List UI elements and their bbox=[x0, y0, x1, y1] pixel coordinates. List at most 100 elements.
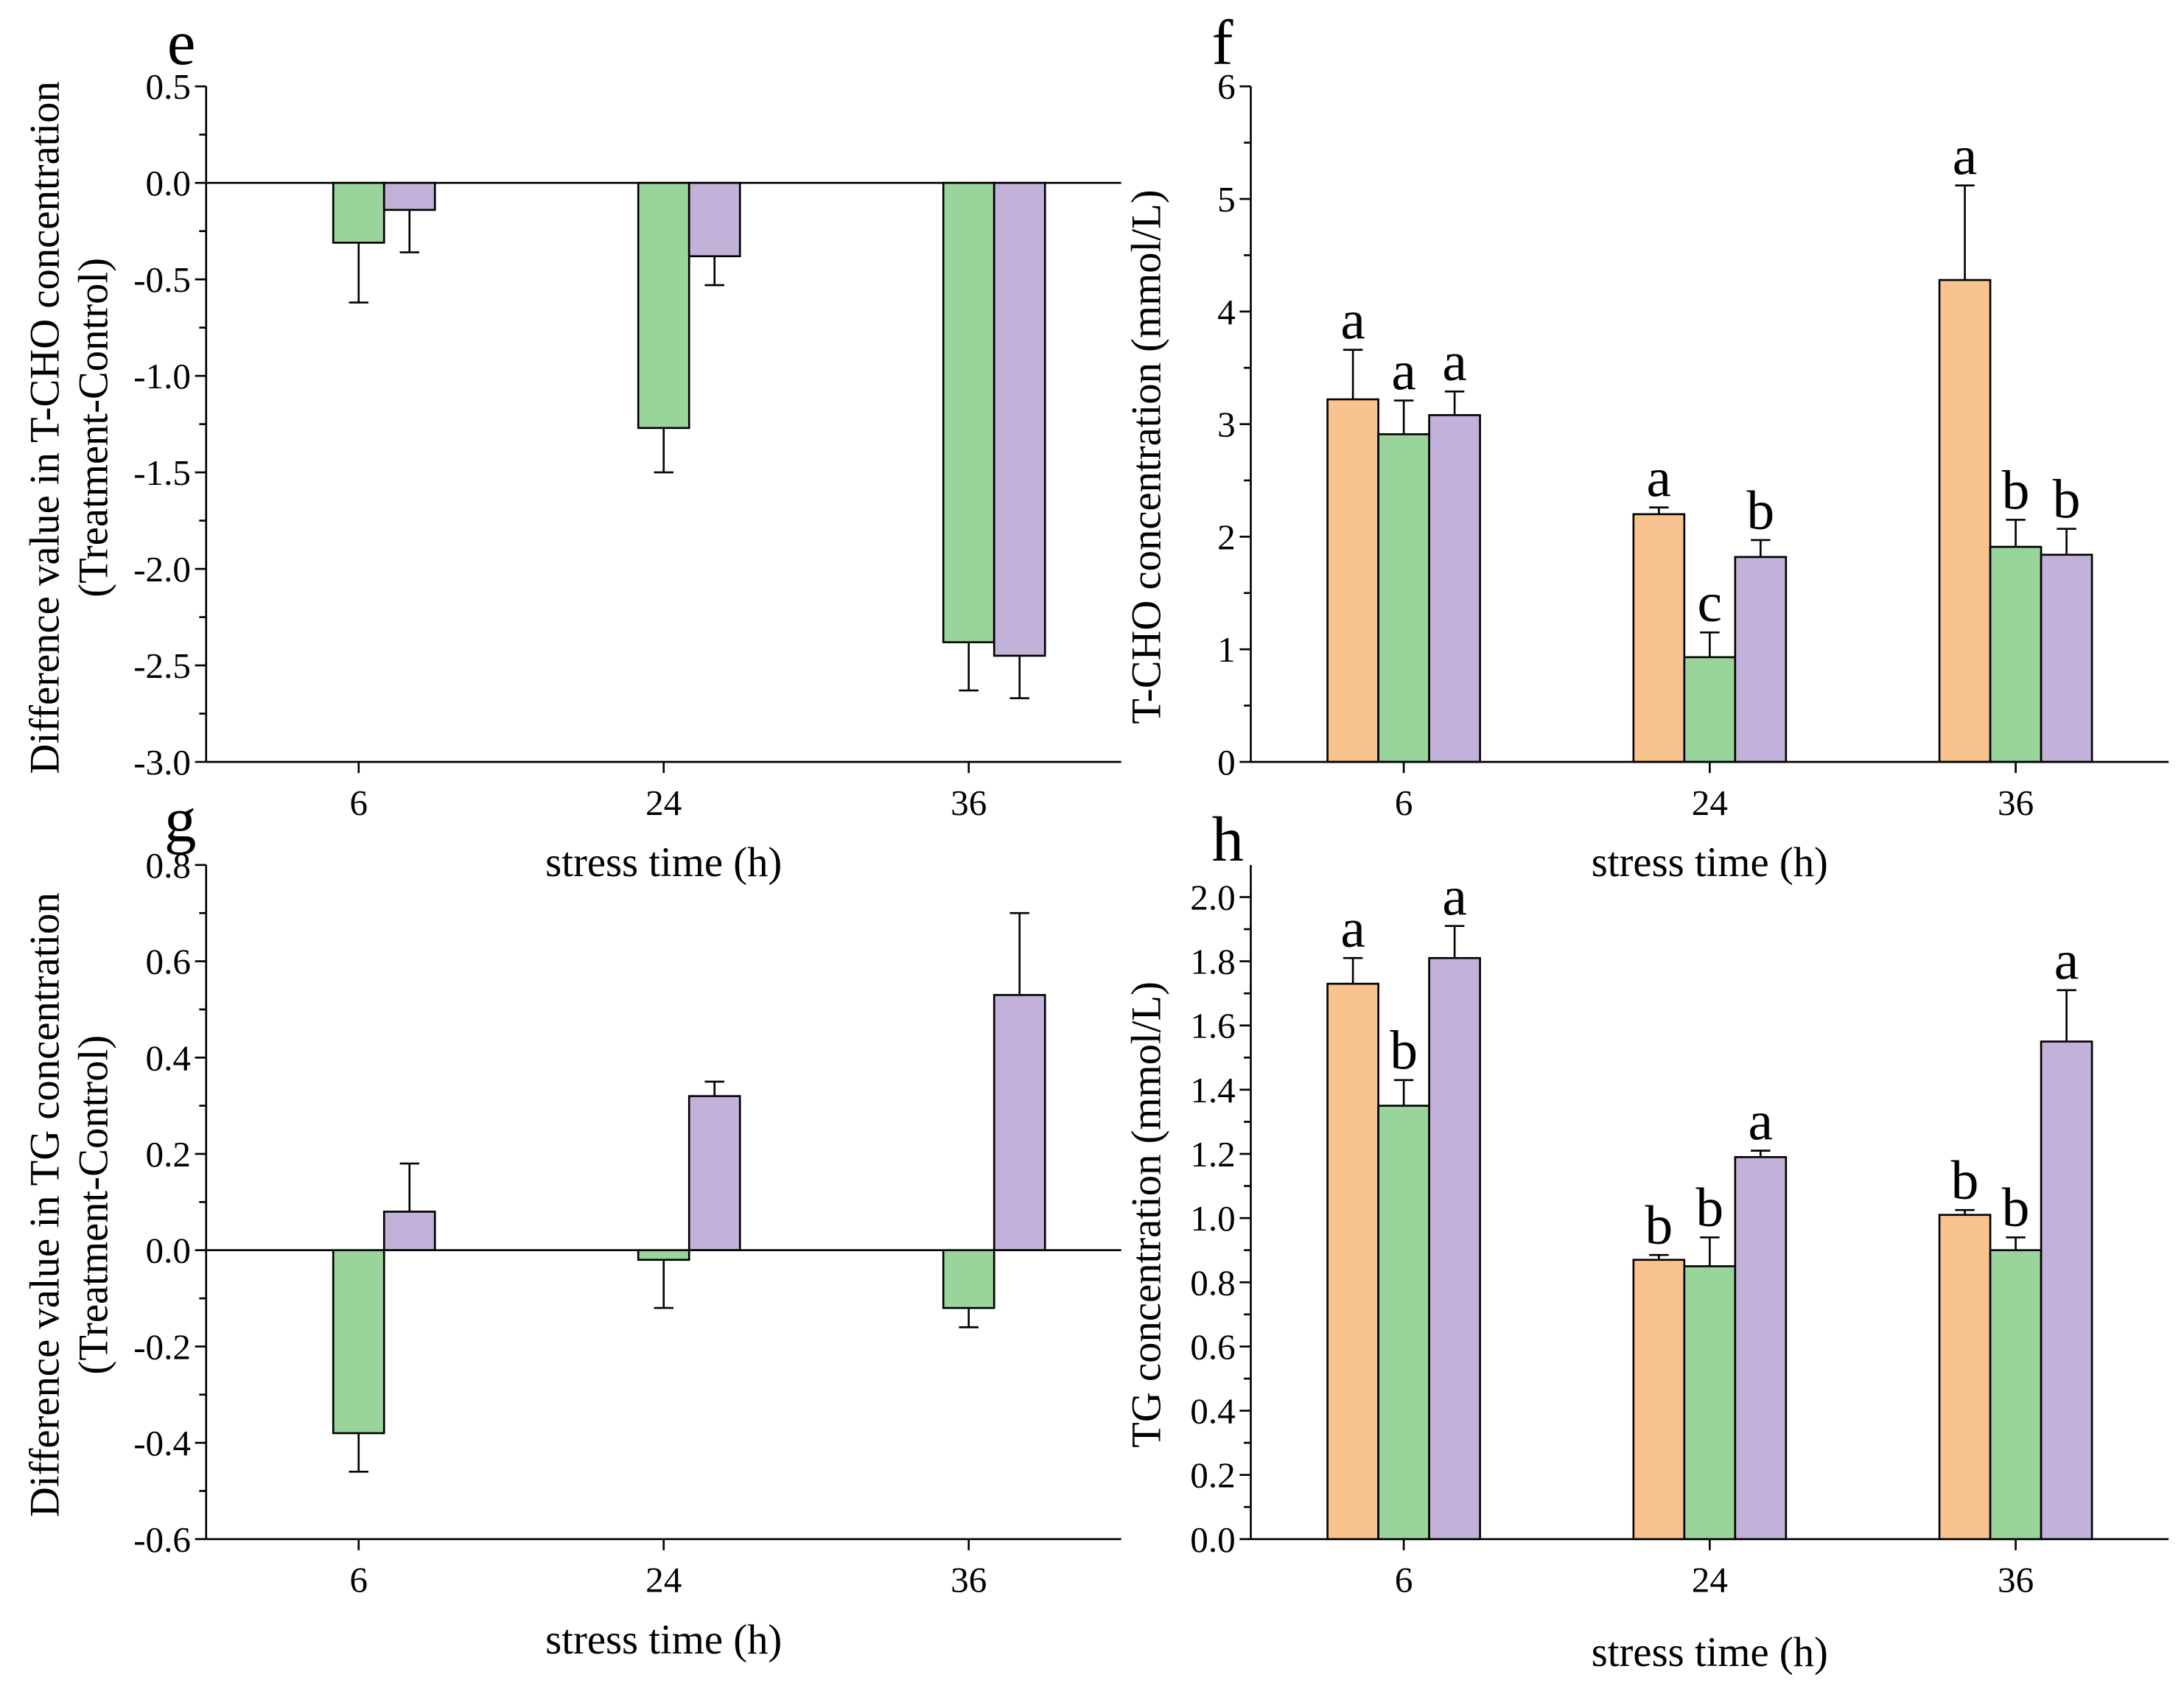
y-tick-label: 0.2 bbox=[146, 1134, 191, 1175]
y-tick-label: 0.4 bbox=[146, 1037, 191, 1078]
bar-e-36h-series1 bbox=[942, 181, 995, 643]
x-tick-label: 6 bbox=[1395, 1560, 1413, 1600]
y-tick-label: 0.8 bbox=[1190, 1262, 1235, 1303]
bar-h-6h-series2 bbox=[1377, 1105, 1430, 1541]
y-tick-label: 0.0 bbox=[1190, 1519, 1235, 1560]
y-tick-label: 1.8 bbox=[1190, 942, 1235, 982]
y-tick-label: 1 bbox=[1217, 629, 1236, 670]
y-axis-title: (Treatment-Control) bbox=[71, 258, 117, 598]
y-tick-label: 6 bbox=[1217, 66, 1236, 107]
y-tick-label: 0.0 bbox=[146, 1231, 191, 1271]
x-axis-title: stress time (h) bbox=[1592, 1629, 1828, 1676]
y-tick-label: 5 bbox=[1217, 179, 1236, 220]
bar-h-36h-series2 bbox=[1989, 1249, 2043, 1541]
significance-letter: b bbox=[2002, 460, 2030, 521]
x-tick-label: 6 bbox=[349, 783, 368, 823]
y-axis-title: Difference value in TG concentration bbox=[21, 892, 68, 1517]
y-tick-label: -1.5 bbox=[133, 452, 191, 493]
y-tick-label: -1.0 bbox=[133, 356, 191, 396]
y-tick-label: 0.8 bbox=[146, 845, 191, 886]
y-tick-label: 3 bbox=[1217, 405, 1236, 445]
x-tick-label: 6 bbox=[1395, 783, 1413, 823]
y-tick-label: 0.0 bbox=[146, 163, 191, 203]
bar-g-36h-series1 bbox=[942, 1249, 995, 1309]
panel-label: g bbox=[164, 785, 196, 855]
significance-letter: a bbox=[1442, 332, 1467, 393]
bar-e-24h-series2 bbox=[687, 181, 741, 258]
x-tick-label: 24 bbox=[645, 783, 682, 823]
bar-h-36h-series1 bbox=[1938, 1214, 1992, 1541]
x-tick-label: 24 bbox=[645, 1560, 682, 1600]
bar-f-36h-series1 bbox=[1938, 279, 1992, 763]
x-axis-title: stress time (h) bbox=[1592, 839, 1828, 886]
panel-label: e bbox=[167, 7, 196, 78]
significance-letter: b bbox=[1695, 1177, 1723, 1239]
bar-f-6h-series1 bbox=[1326, 398, 1379, 763]
y-tick-label: -0.2 bbox=[133, 1326, 191, 1367]
x-axis-title: stress time (h) bbox=[545, 1617, 782, 1663]
y-axis-title: TG concentration (mmol/L) bbox=[1124, 981, 1170, 1448]
bar-f-36h-series2 bbox=[1989, 545, 2043, 763]
y-tick-label: 0.6 bbox=[1190, 1326, 1235, 1367]
bar-g-24h-series1 bbox=[637, 1249, 690, 1261]
x-tick-label: 24 bbox=[1692, 1560, 1728, 1600]
bar-g-6h-series1 bbox=[332, 1249, 385, 1435]
significance-letter: a bbox=[1953, 126, 1978, 187]
significance-letter: b bbox=[1951, 1150, 1979, 1211]
significance-letter: b bbox=[2053, 469, 2081, 531]
y-tick-label: -0.4 bbox=[133, 1423, 191, 1463]
y-tick-label: 1.4 bbox=[1190, 1070, 1235, 1110]
panel-g: -0.6 -0.4 -0.2 0.0 0.2 0.4 0.6 0.8 6 24 36 Differen… bbox=[21, 785, 1121, 1663]
bar-f-6h-series3 bbox=[1428, 414, 1481, 763]
bar-f-36h-series3 bbox=[2040, 553, 2093, 763]
bar-h-6h-series3 bbox=[1428, 956, 1481, 1541]
y-axis-title: T-CHO concentration (mmol/L) bbox=[1124, 189, 1170, 724]
y-tick-label: -2.0 bbox=[133, 549, 191, 589]
y-tick-label: -2.5 bbox=[133, 645, 191, 686]
bar-h-24h-series1 bbox=[1632, 1259, 1686, 1541]
panel-label: f bbox=[1212, 7, 1233, 78]
bar-g-36h-series2 bbox=[993, 994, 1046, 1252]
y-tick-label: 1.0 bbox=[1190, 1198, 1235, 1239]
y-axis-title: Difference value in T-CHO concentration bbox=[21, 81, 68, 774]
x-tick-label: 36 bbox=[951, 783, 987, 823]
x-tick-label: 36 bbox=[1998, 783, 2034, 823]
significance-letter: a bbox=[1340, 898, 1365, 959]
bar-e-6h-series2 bbox=[382, 181, 436, 211]
x-tick-label: 6 bbox=[349, 1560, 368, 1600]
y-tick-label: 1.6 bbox=[1190, 1006, 1235, 1046]
y-axis-title: (Treatment-Control) bbox=[71, 1035, 117, 1375]
panel-e: -3.0 -2.5 -2.0 -1.5 -1.0 -0.5 0.0 0.5 6 24 36 Diffe… bbox=[21, 7, 1121, 886]
panel-label: h bbox=[1212, 804, 1244, 875]
bar-f-24h-series1 bbox=[1632, 513, 1686, 763]
significance-letter: b bbox=[1390, 1021, 1418, 1082]
significance-letter: b bbox=[2002, 1177, 2030, 1239]
bar-f-24h-series2 bbox=[1683, 656, 1737, 763]
y-tick-label: 0 bbox=[1217, 742, 1236, 783]
y-tick-label: 1.2 bbox=[1190, 1134, 1235, 1175]
significance-letter: a bbox=[1340, 290, 1365, 351]
significance-letter: a bbox=[1442, 867, 1467, 928]
y-tick-label: 0.2 bbox=[1190, 1455, 1235, 1496]
significance-letter: a bbox=[1647, 448, 1672, 509]
bar-h-6h-series1 bbox=[1326, 982, 1379, 1541]
y-tick-label: -0.5 bbox=[133, 259, 191, 300]
x-axis-title: stress time (h) bbox=[545, 839, 782, 886]
significance-letter: a bbox=[1391, 340, 1416, 402]
significance-letter: c bbox=[1698, 573, 1723, 634]
significance-letter: a bbox=[2054, 931, 2079, 992]
x-tick-label: 36 bbox=[1998, 1560, 2034, 1600]
y-tick-label: 2 bbox=[1217, 517, 1236, 557]
bar-h-24h-series2 bbox=[1683, 1265, 1737, 1541]
bar-f-6h-series2 bbox=[1377, 433, 1430, 763]
y-tick-label: 0.6 bbox=[146, 942, 191, 982]
y-tick-label: -0.6 bbox=[133, 1519, 191, 1560]
bar-h-24h-series3 bbox=[1734, 1156, 1788, 1541]
bar-f-24h-series3 bbox=[1734, 556, 1788, 763]
significance-letter: b bbox=[1746, 480, 1774, 542]
bar-h-36h-series3 bbox=[2040, 1040, 2093, 1541]
significance-letter: b bbox=[1645, 1195, 1673, 1256]
